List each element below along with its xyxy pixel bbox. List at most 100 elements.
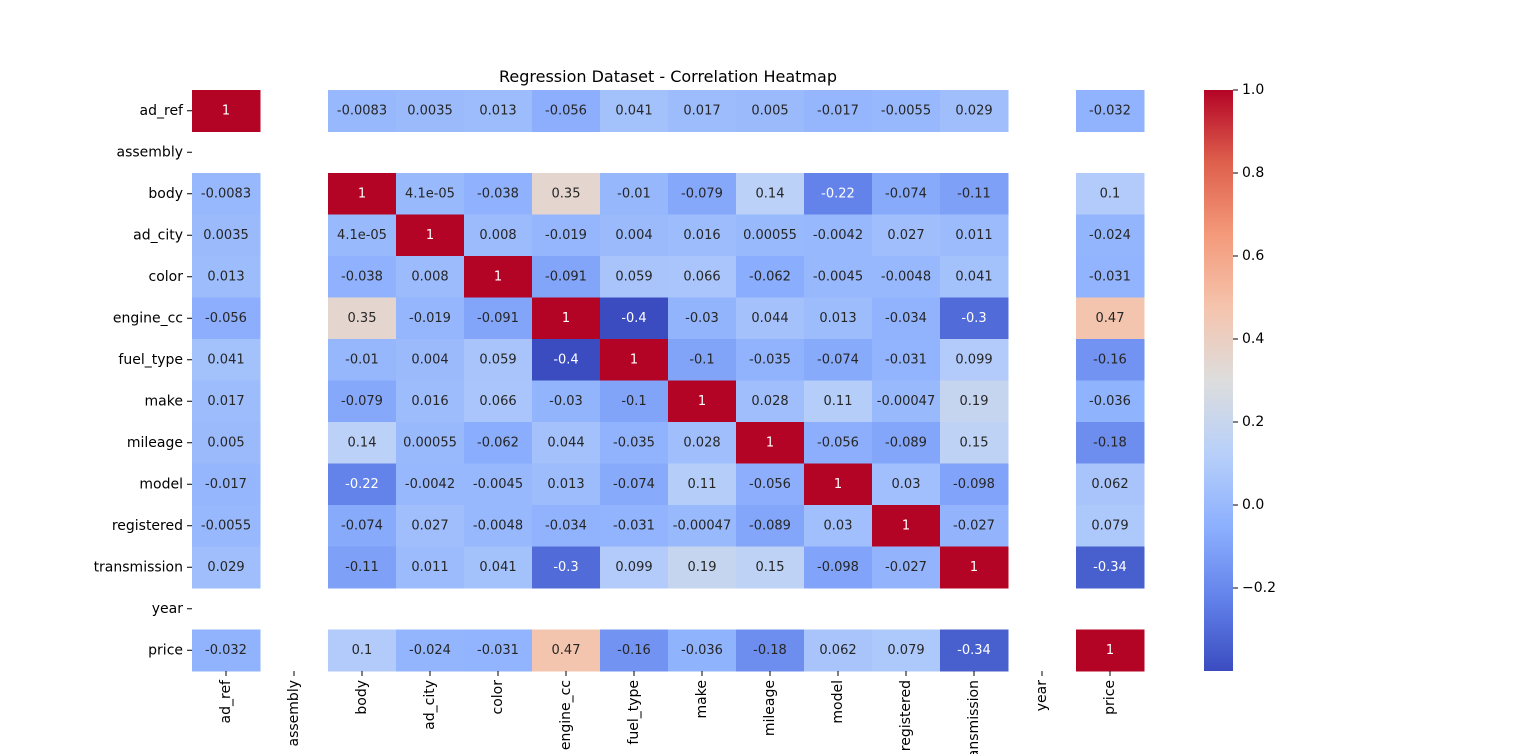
cell-value-label: 0.013 <box>547 477 584 492</box>
x-tick-label: registered <box>898 680 914 751</box>
heatmap-cell <box>532 90 601 132</box>
colorbar-tick-label: 0.6 <box>1242 248 1264 264</box>
heatmap-cell <box>600 546 669 589</box>
cell-value-label: -0.074 <box>613 477 655 492</box>
y-tick-label: make <box>145 393 183 409</box>
cell-value-label: 1 <box>222 103 230 118</box>
x-axis-ticks: ad_ref assembly body ad_city color engine_cc f… <box>218 671 1118 754</box>
cell-value-label: -0.056 <box>205 311 247 326</box>
cell-value-label: -0.056 <box>545 103 587 118</box>
heatmap-cell <box>872 505 941 547</box>
heatmap-cell <box>804 629 873 672</box>
heatmap-cell <box>736 339 805 381</box>
heatmap-cell <box>736 629 805 672</box>
heatmap-cell <box>192 505 261 547</box>
heatmap-cell <box>1076 380 1145 423</box>
heatmap-cell <box>940 214 1009 257</box>
heatmap-cell <box>940 339 1009 381</box>
cell-value-label: -0.056 <box>817 435 859 450</box>
cell-value-label: 0.03 <box>824 518 853 533</box>
heatmap-cell <box>1076 422 1145 464</box>
cell-value-label: -0.035 <box>613 435 655 450</box>
cell-value-label: -0.11 <box>345 560 379 575</box>
heatmap-cell <box>328 297 397 340</box>
heatmap-cell-labels: 1 -0.0083 0.0035 0.013 -0.056 0.041 0.017 0.005… <box>201 103 1131 658</box>
cell-value-label: -0.4 <box>553 352 578 367</box>
heatmap-cell <box>940 297 1009 340</box>
heatmap-cell <box>668 173 737 215</box>
y-tick-label: mileage <box>127 435 183 451</box>
heatmap-cell <box>668 214 737 257</box>
cell-value-label: -0.032 <box>1089 103 1131 118</box>
cell-value-label: -0.074 <box>341 518 383 533</box>
heatmap-cell <box>736 546 805 589</box>
x-tick-label: fuel_type <box>626 680 642 745</box>
cell-value-label: 0.013 <box>819 311 856 326</box>
heatmap-cell <box>328 380 397 423</box>
heatmap-cell <box>192 629 261 672</box>
heatmap-cell <box>600 505 669 547</box>
heatmap-cell <box>464 380 533 423</box>
heatmap-cell <box>1076 256 1145 298</box>
cell-value-label: -0.062 <box>477 435 519 450</box>
heatmap-cell <box>328 256 397 298</box>
cell-value-label: 0.004 <box>615 228 652 243</box>
cell-value-label: 0.059 <box>615 269 652 284</box>
cell-value-label: -0.034 <box>545 518 587 533</box>
heatmap-cell <box>396 214 465 257</box>
heatmap-cell <box>804 505 873 547</box>
heatmap-cell <box>940 463 1009 506</box>
y-tick-label: model <box>139 476 183 492</box>
heatmap-cell <box>396 629 465 672</box>
cell-value-label: -0.0048 <box>881 269 931 284</box>
heatmap-cell <box>532 629 601 672</box>
x-tick-label: body <box>354 680 370 715</box>
chart-title: Regression Dataset - Correlation Heatmap <box>499 67 837 86</box>
cell-value-label: 0.15 <box>756 560 785 575</box>
heatmap-cell <box>804 546 873 589</box>
cell-value-label: 0.016 <box>411 394 448 409</box>
cell-value-label: -0.22 <box>345 477 379 492</box>
colorbar-tick-label: 0.8 <box>1242 165 1264 181</box>
heatmap-cell <box>600 173 669 215</box>
y-tick-label: color <box>149 269 184 285</box>
heatmap-cell <box>600 297 669 340</box>
cell-value-label: -0.079 <box>681 186 723 201</box>
cell-value-label: 0.044 <box>547 435 584 450</box>
cell-value-label: -0.0048 <box>473 518 523 533</box>
heatmap-cell <box>872 546 941 589</box>
cell-value-label: -0.031 <box>613 518 655 533</box>
cell-value-label: 4.1e-05 <box>405 186 455 201</box>
heatmap-cell <box>872 173 941 215</box>
x-tick-label: mileage <box>762 680 778 736</box>
colorbar-tick-label: 0.0 <box>1242 497 1264 513</box>
cell-value-label: 0.0035 <box>407 103 453 118</box>
colorbar-tick-label: 0.4 <box>1242 331 1264 347</box>
cell-value-label: 0.00055 <box>403 435 457 450</box>
cell-value-label: -0.4 <box>621 311 646 326</box>
heatmap-cell <box>532 256 601 298</box>
heatmap-cell <box>1076 297 1145 340</box>
heatmap-cell <box>940 90 1009 132</box>
cell-value-label: 0.14 <box>348 435 377 450</box>
heatmap-cell <box>600 463 669 506</box>
cell-value-label: 0.029 <box>207 560 244 575</box>
colorbar-gradient <box>1204 90 1233 671</box>
heatmap-cell <box>736 214 805 257</box>
heatmap-cell <box>940 173 1009 215</box>
cell-value-label: 0.005 <box>207 435 244 450</box>
cell-value-label: 0.005 <box>751 103 788 118</box>
cell-value-label: 1 <box>902 518 910 533</box>
y-tick-label: assembly <box>117 144 183 160</box>
cell-value-label: 0.14 <box>756 186 785 201</box>
heatmap-cell <box>1076 339 1145 381</box>
cell-value-label: -0.0055 <box>881 103 931 118</box>
heatmap-cell <box>940 629 1009 672</box>
cell-value-label: -0.027 <box>885 560 927 575</box>
heatmap-cell <box>532 173 601 215</box>
heatmap-cell <box>328 339 397 381</box>
heatmap-cell <box>192 90 261 132</box>
cell-value-label: 0.028 <box>751 394 788 409</box>
cell-value-label: -0.0042 <box>405 477 455 492</box>
